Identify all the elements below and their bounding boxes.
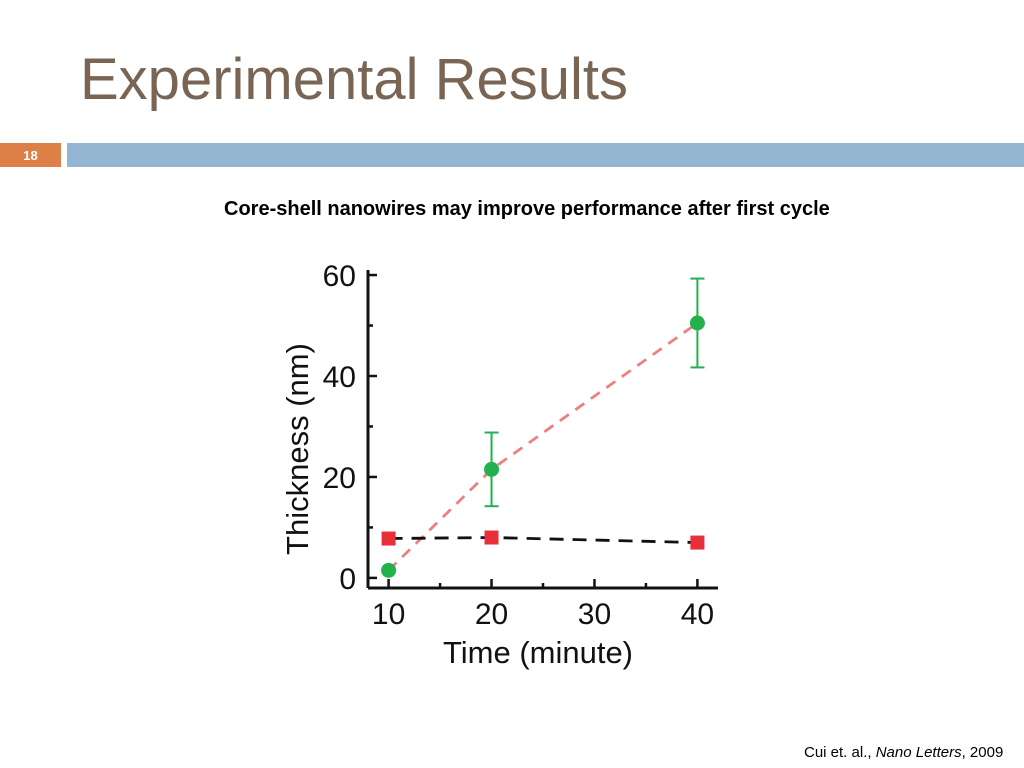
data-point-circle — [484, 461, 500, 477]
data-point-circle — [381, 562, 397, 578]
x-tick-label: 40 — [681, 598, 714, 631]
x-axis-label: Time (minute) — [443, 635, 633, 670]
data-point-square — [690, 535, 705, 550]
data-point-square — [381, 531, 396, 546]
x-tick-label: 30 — [578, 598, 611, 631]
y-tick-label: 20 — [323, 462, 356, 495]
slide-subtitle: Core-shell nanowires may improve perform… — [224, 198, 830, 220]
citation: Cui et. al., Nano Letters, 2009 — [804, 744, 1024, 761]
y-axis-label: Thickness (nm) — [280, 343, 315, 555]
data-point-square — [484, 530, 499, 545]
x-tick-label: 20 — [475, 598, 508, 631]
citation-journal: Nano Letters — [875, 744, 962, 761]
slide-title: Experimental Results — [80, 47, 628, 112]
x-tick-label: 10 — [372, 598, 405, 631]
series-2-dashed-line — [388, 536, 698, 544]
y-tick-label: 60 — [323, 260, 356, 293]
series-1-dashed-line — [387, 321, 699, 572]
y-tick-label: 0 — [339, 563, 356, 596]
slide-number-badge: 18 — [0, 143, 61, 167]
citation-authors: Cui et. al., — [804, 744, 876, 761]
thickness-chart: 0 20 40 60 10 20 30 40 Time (minute) Thickness (n… — [280, 260, 718, 670]
data-point-circle — [689, 315, 705, 331]
y-tick-label: 40 — [323, 361, 356, 394]
slide-number: 18 — [23, 147, 38, 163]
citation-suffix: , 2009 — [961, 744, 1004, 761]
title-bar — [67, 143, 1024, 167]
